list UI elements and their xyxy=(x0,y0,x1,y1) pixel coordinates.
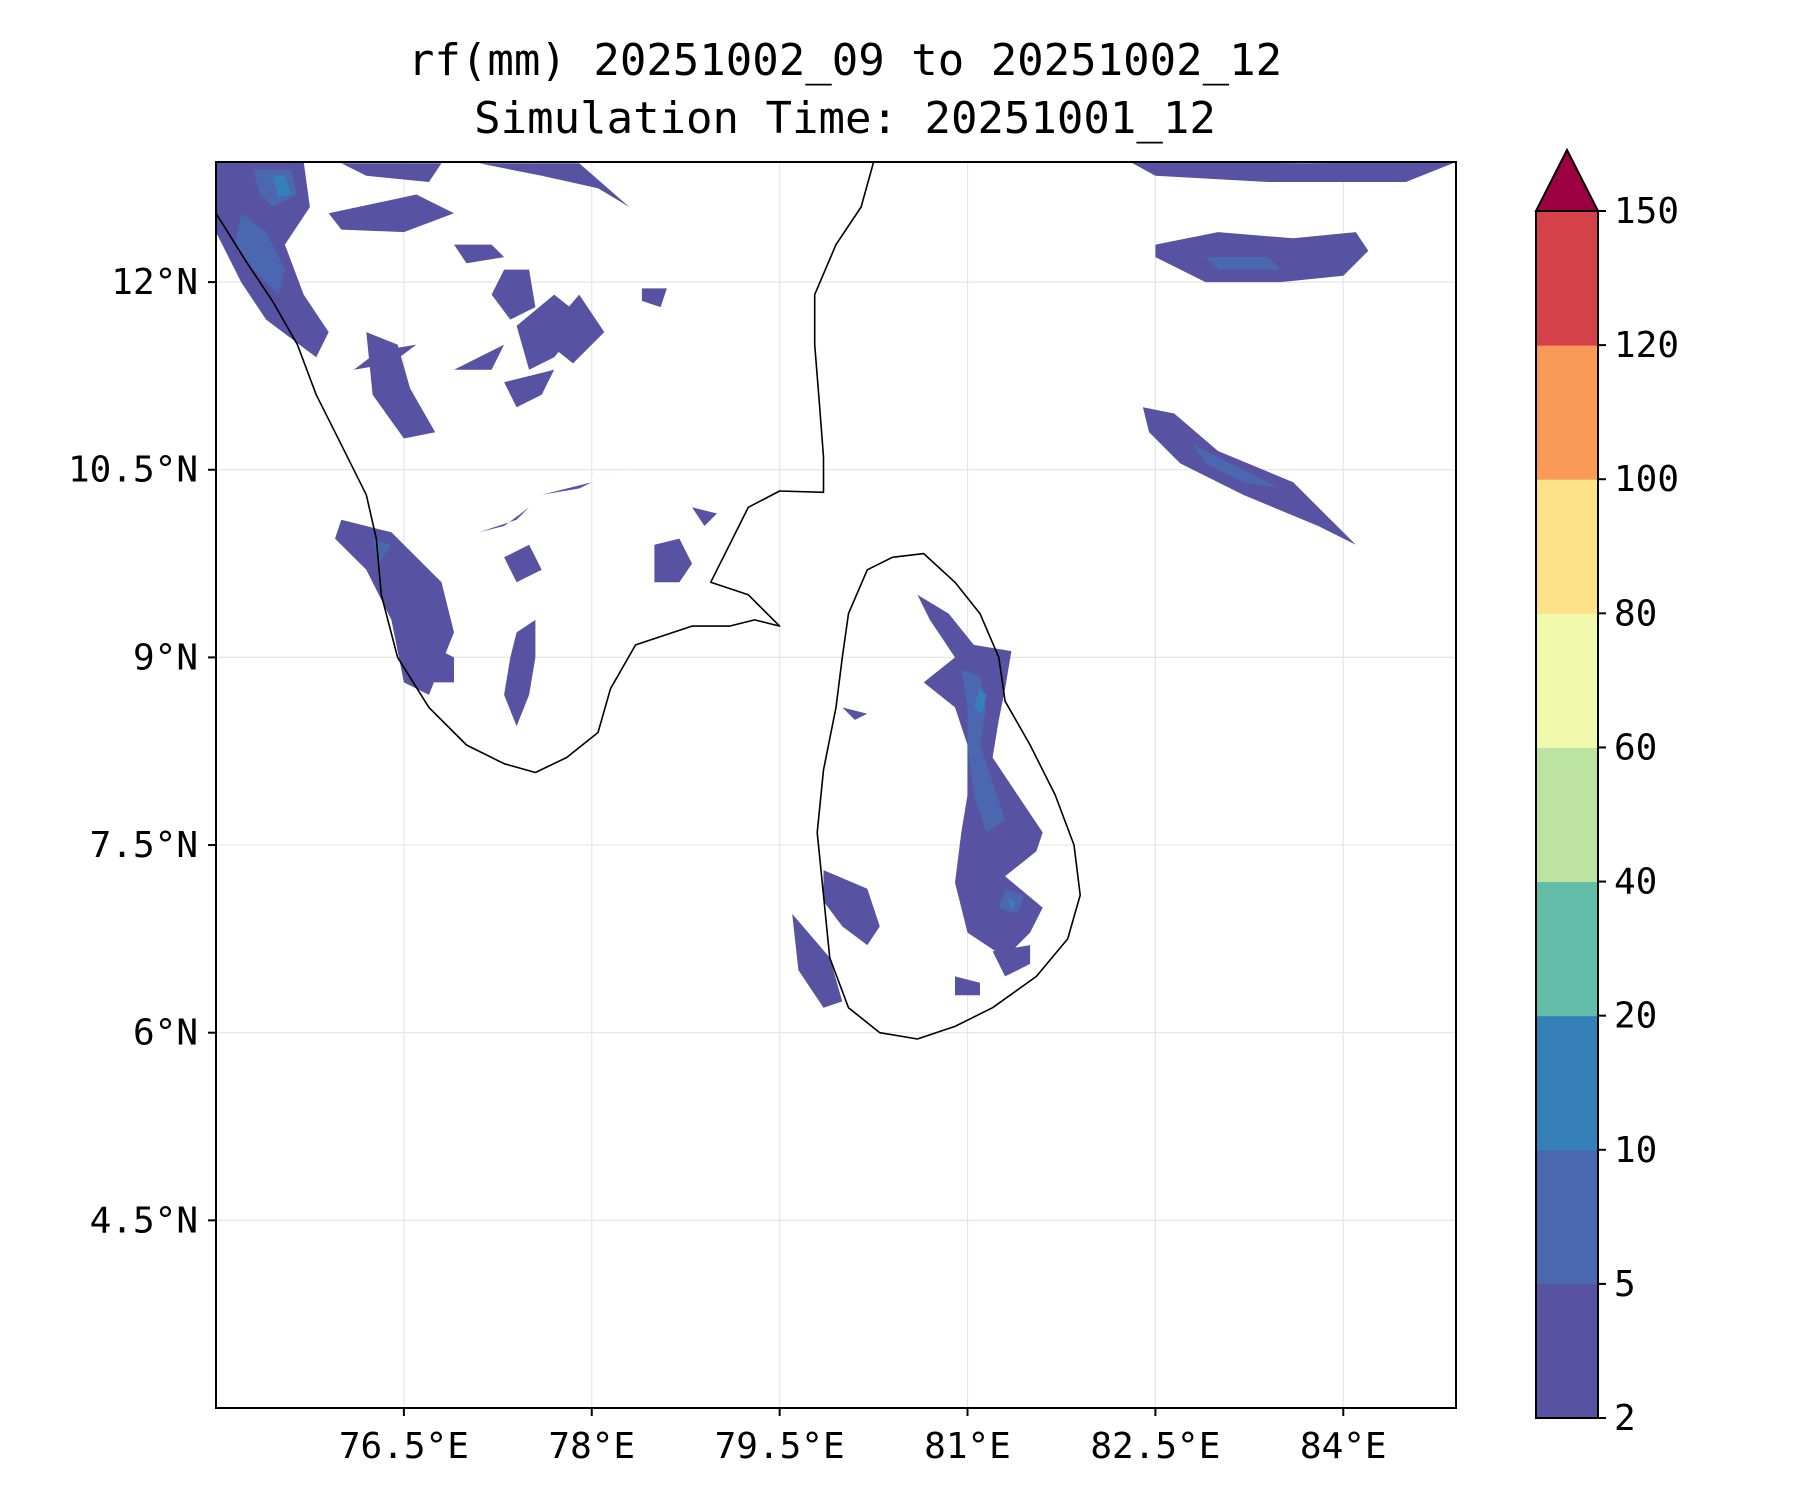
y-tick-label: 10.5°N xyxy=(68,450,198,491)
colorbar-segment-6 xyxy=(1536,479,1598,614)
rainfall-region-1 xyxy=(234,213,285,295)
rainfall-region-16 xyxy=(641,288,667,308)
rainfall-region-25 xyxy=(692,507,717,526)
rainfall-region-35 xyxy=(1007,897,1016,911)
colorbar-segment-8 xyxy=(1536,211,1598,346)
colorbar-segment-0 xyxy=(1536,1283,1598,1419)
colorbar-label: 10 xyxy=(1614,1130,1657,1171)
x-tick-label: 76.5°E xyxy=(339,1426,469,1467)
colorbar-outline xyxy=(1535,210,1599,1419)
rainfall-region-36 xyxy=(823,870,880,946)
x-tick-label: 84°E xyxy=(1300,1426,1387,1467)
colorbar-segment-5 xyxy=(1536,613,1598,748)
rainfall-region-8 xyxy=(479,163,630,207)
gridlines xyxy=(216,162,1456,1408)
y-tick-label: 7.5°N xyxy=(90,825,198,866)
colorbar-segment-7 xyxy=(1536,345,1598,480)
rainfall-region-39 xyxy=(955,976,980,996)
colorbar: 2 5 10 20 40 60 80 100 120 150 xyxy=(1534,147,1679,1439)
rainfall-region-24 xyxy=(654,538,692,583)
rainfall-region-13 xyxy=(541,294,605,364)
colorbar-segment-3 xyxy=(1536,881,1598,1017)
coastline-1 xyxy=(816,552,1081,1040)
y-tick-label: 9°N xyxy=(133,637,198,678)
y-tick-label: 6°N xyxy=(133,1013,198,1054)
y-tick-label: 4.5°N xyxy=(90,1200,198,1241)
rainfall-region-28 xyxy=(1205,257,1281,270)
rainfall-region-32 xyxy=(961,669,1006,833)
rainfall-region-22 xyxy=(504,619,536,727)
colorbar-label: 60 xyxy=(1614,727,1657,768)
rainfall-region-37 xyxy=(792,913,843,1008)
rainfall-region-19 xyxy=(479,507,530,533)
y-axis: 12°N 10.5°N 9°N 7.5°N 6°N 4.5°N xyxy=(68,262,216,1241)
colorbar-label: 2 xyxy=(1614,1398,1636,1439)
rainfall-region-11 xyxy=(353,344,417,370)
rainfall-region-33 xyxy=(973,688,987,714)
rainfall-region-5 xyxy=(328,194,454,233)
colorbar-label: 20 xyxy=(1614,996,1657,1037)
colorbar-segment-1 xyxy=(1536,1149,1598,1285)
rainfall-region-4 xyxy=(272,175,292,197)
rainfall-region-6 xyxy=(341,163,442,182)
y-tick-label: 12°N xyxy=(111,262,198,303)
map-area xyxy=(215,161,1456,1408)
x-axis: 76.5°E 78°E 79.5°E 81°E 82.5°E 84°E xyxy=(339,1408,1387,1467)
rainfall-region-26 xyxy=(1130,162,1456,182)
colorbar-label: 40 xyxy=(1614,862,1657,903)
rainfall-region-38 xyxy=(992,945,1031,977)
colorbar-label: 100 xyxy=(1614,459,1679,500)
map-subtitle: Simulation Time: 20251001_12 xyxy=(474,93,1216,144)
coastline-0 xyxy=(215,161,875,774)
x-tick-label: 81°E xyxy=(924,1426,1011,1467)
colorbar-extend-arrow xyxy=(1534,147,1600,212)
map-title: rf(mm) 20251002_09 to 20251002_12 xyxy=(408,35,1282,86)
map-frame xyxy=(215,161,1457,1409)
rainfall-region-40 xyxy=(842,707,868,720)
colorbar-label: 80 xyxy=(1614,593,1657,634)
coastlines xyxy=(215,161,1081,1040)
x-tick-label: 78°E xyxy=(548,1426,635,1467)
rainfall-region-15 xyxy=(454,344,505,370)
colorbar-segment-4 xyxy=(1536,747,1598,883)
rainfall-region-17 xyxy=(335,519,454,695)
colorbar-label: 5 xyxy=(1614,1264,1636,1305)
x-tick-label: 82.5°E xyxy=(1090,1426,1220,1467)
colorbar-segment-2 xyxy=(1536,1015,1598,1151)
rainfall-region-14 xyxy=(504,369,555,408)
rainfall-contours xyxy=(216,162,1456,1008)
rainfall-region-3 xyxy=(253,169,298,207)
colorbar-label: 150 xyxy=(1614,191,1679,232)
rainfall-region-23 xyxy=(428,644,454,683)
rainfall-region-7 xyxy=(454,244,505,264)
colorbar-label: 120 xyxy=(1614,325,1679,366)
rainfall-region-21 xyxy=(504,544,542,583)
x-tick-label: 79.5°E xyxy=(715,1426,845,1467)
rainfall-region-9 xyxy=(491,269,536,320)
